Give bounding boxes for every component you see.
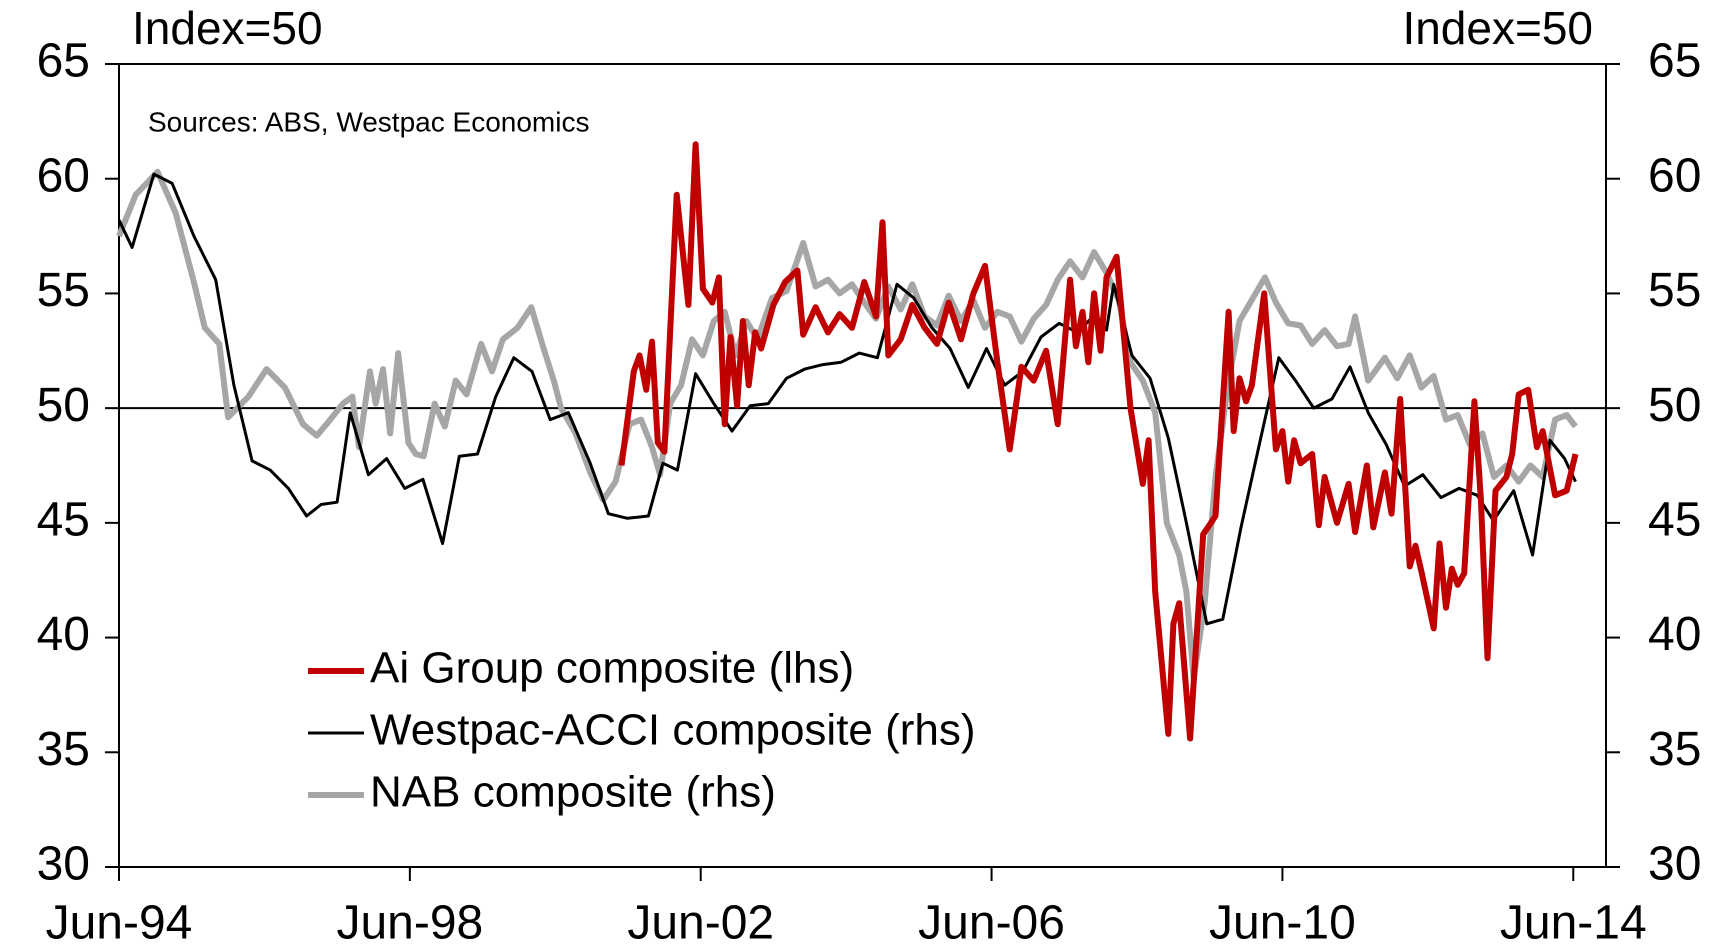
legend-label: NAB composite (rhs) — [370, 768, 776, 817]
y2-tick-label: 45 — [1648, 494, 1701, 547]
y-tick-label: 30 — [37, 838, 90, 891]
plot-frame — [118, 63, 1607, 868]
y-tick-label: 35 — [37, 723, 90, 776]
y-tick-label: 40 — [37, 608, 90, 661]
series-line — [117, 172, 1577, 626]
x-tick-label: Jun-94 — [46, 897, 193, 950]
y-axis-label: Index=50 — [132, 2, 323, 54]
y2-tick-label: 55 — [1648, 264, 1701, 317]
annotation: Sources: ABS, Westpac Economics — [148, 106, 589, 137]
legend-label: Westpac-ACCI composite (rhs) — [370, 706, 976, 755]
x-tick-label: Jun-98 — [336, 897, 483, 950]
series-line — [618, 141, 1579, 742]
x-tick-label: Jun-06 — [918, 897, 1065, 950]
y-tick-label: 55 — [37, 264, 90, 317]
y-tick-label: 50 — [37, 379, 90, 432]
y2-tick-label: 50 — [1648, 379, 1701, 432]
y2-tick-label: 65 — [1648, 35, 1701, 88]
y2-tick-label: 60 — [1648, 149, 1701, 202]
series-line — [116, 168, 1578, 682]
y2-axis-label: Index=50 — [1402, 2, 1593, 54]
y-tick-label: 60 — [37, 149, 90, 202]
y2-tick-label: 30 — [1648, 838, 1701, 891]
y2-tick-label: 40 — [1648, 608, 1701, 661]
legend: Ai Group composite (lhs) Westpac-ACCI com… — [308, 644, 976, 817]
legend-label: Ai Group composite (lhs) — [370, 644, 854, 693]
x-tick-label: Jun-14 — [1500, 897, 1647, 950]
y-tick-label: 45 — [37, 494, 90, 547]
y-tick-label: 65 — [37, 35, 90, 88]
y2-tick-label: 35 — [1648, 723, 1701, 776]
x-tick-label: Jun-10 — [1209, 897, 1356, 950]
x-tick-label: Jun-02 — [627, 897, 774, 950]
